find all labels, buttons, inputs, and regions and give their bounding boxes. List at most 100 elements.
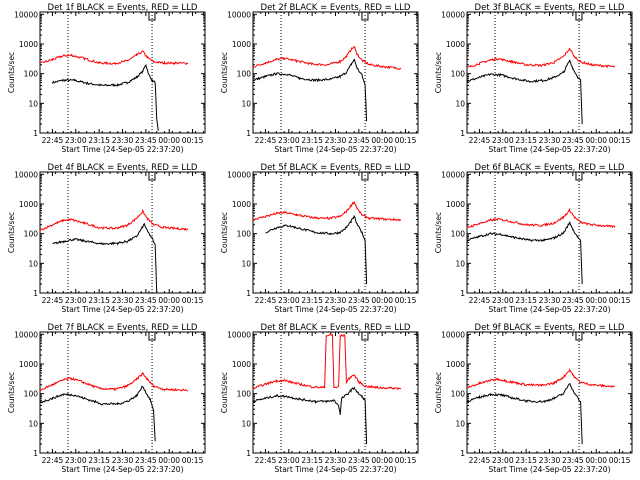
plot-frame [39,11,206,134]
x-tick-label: 23:30 [325,136,347,145]
plot-panel-7: Det 7f BLACK = Events, RED = LLD Counts/s… [7,323,206,474]
plot-title: Det 9f BLACK = Events, RED = LLD [475,323,625,333]
y-tick-label: 100 [237,230,252,239]
events-series-line [52,222,158,294]
y-tick-label: 1000 [232,360,251,369]
x-axis-label: Start Time (24-Sep-05 22:37:20) [62,145,184,154]
lld-series-line [252,333,402,391]
y-tick-label: 1000 [232,200,251,209]
x-tick-label: 23:45 [348,136,370,145]
y-tick-label: 10000 [441,10,465,19]
plot-frame [466,171,633,294]
interval-bracket [148,172,156,181]
interval-bracket [148,12,156,21]
plot-panel-6: Det 6f BLACK = Events, RED = LLD Counts/s… [434,163,633,314]
x-tick-label: 00:15 [182,136,204,145]
x-tick-label: 22:45 [42,456,64,465]
interval-bracket [361,332,369,341]
y-tick-label: 10 [455,259,465,268]
x-axis-label: Start Time (24-Sep-05 22:37:20) [275,145,397,154]
x-tick-label: 23:15 [88,136,110,145]
x-tick-label: 23:45 [348,296,370,305]
y-tick-label: 10 [28,99,38,108]
x-tick-label: 00:15 [609,296,631,305]
x-tick-label: 23:00 [278,456,300,465]
y-tick-label: 1 [33,449,38,458]
y-tick-label: 1 [460,129,465,138]
x-tick-label: 23:30 [112,136,134,145]
x-axis-label: Start Time (24-Sep-05 22:37:20) [62,465,184,474]
y-tick-label: 1 [246,129,251,138]
x-tick-label: 23:00 [492,296,514,305]
interval-bracket [148,332,156,341]
x-tick-label: 23:00 [278,136,300,145]
x-tick-label: 00:00 [158,456,180,465]
events-series-line [466,382,583,445]
y-axis-label: Counts/sec [220,372,229,413]
y-tick-label: 100 [451,230,466,239]
x-tick-label: 22:45 [255,136,277,145]
lld-series-line [39,50,189,66]
y-axis-label: Counts/sec [434,212,443,253]
x-tick-label: 23:15 [301,296,323,305]
x-tick-label: 23:30 [112,456,134,465]
x-tick-label: 23:45 [562,456,584,465]
plot-title: Det 7f BLACK = Events, RED = LLD [48,323,198,333]
y-tick-label: 100 [451,70,466,79]
y-tick-label: 10000 [227,10,251,19]
plot-frame [39,171,206,294]
y-axis-label: Counts/sec [220,52,229,93]
interval-bracket [575,172,583,181]
events-series-line [265,215,368,285]
plot-frame [466,331,633,454]
y-tick-label: 10000 [441,330,465,339]
events-series-line [466,221,583,285]
y-tick-label: 100 [24,230,39,239]
x-tick-label: 23:00 [65,136,87,145]
x-tick-label: 23:30 [325,456,347,465]
x-tick-label: 22:45 [255,456,277,465]
x-axis-label: Start Time (24-Sep-05 22:37:20) [489,305,611,314]
y-axis-label: Counts/sec [7,52,16,93]
y-tick-label: 1 [246,449,251,458]
plot-panel-4: Det 4f BLACK = Events, RED = LLD Counts/s… [7,163,206,314]
x-tick-label: 23:15 [515,136,537,145]
x-tick-label: 23:00 [65,456,87,465]
x-tick-label: 22:45 [42,296,64,305]
x-axis-label: Start Time (24-Sep-05 22:37:20) [489,465,611,474]
y-tick-label: 1 [460,449,465,458]
x-axis-label: Start Time (24-Sep-05 22:37:20) [275,305,397,314]
y-tick-label: 1000 [446,360,465,369]
x-tick-label: 00:00 [371,456,393,465]
x-tick-label: 23:15 [515,456,537,465]
events-series-line [466,59,583,125]
y-tick-label: 10000 [441,170,465,179]
y-tick-label: 10 [28,259,38,268]
y-tick-label: 1000 [446,200,465,209]
y-tick-label: 10000 [14,10,38,19]
y-tick-label: 10 [455,99,465,108]
y-tick-label: 10 [241,259,251,268]
plot-title: Det 3f BLACK = Events, RED = LLD [475,3,625,13]
plot-title: Det 1f BLACK = Events, RED = LLD [48,3,198,13]
events-series-line [252,386,368,445]
x-tick-label: 23:00 [65,296,87,305]
y-tick-label: 10 [28,419,38,428]
y-tick-label: 10 [455,419,465,428]
y-tick-label: 1000 [446,40,465,49]
x-tick-label: 00:00 [371,296,393,305]
x-tick-label: 23:00 [492,136,514,145]
events-series-line [52,63,159,131]
x-tick-label: 23:30 [325,296,347,305]
plot-panel-1: Det 1f BLACK = Events, RED = LLD Counts/s… [7,3,206,154]
x-tick-label: 23:45 [348,456,370,465]
x-tick-label: 22:45 [469,456,491,465]
plot-title: Det 4f BLACK = Events, RED = LLD [48,163,198,173]
x-tick-label: 23:15 [88,456,110,465]
x-tick-label: 22:45 [469,136,491,145]
interval-bracket [361,12,369,21]
x-axis-label: Start Time (24-Sep-05 22:37:20) [275,465,397,474]
x-tick-label: 23:00 [278,296,300,305]
plot-panel-8: Det 8f BLACK = Events, RED = LLD Counts/s… [220,323,419,474]
